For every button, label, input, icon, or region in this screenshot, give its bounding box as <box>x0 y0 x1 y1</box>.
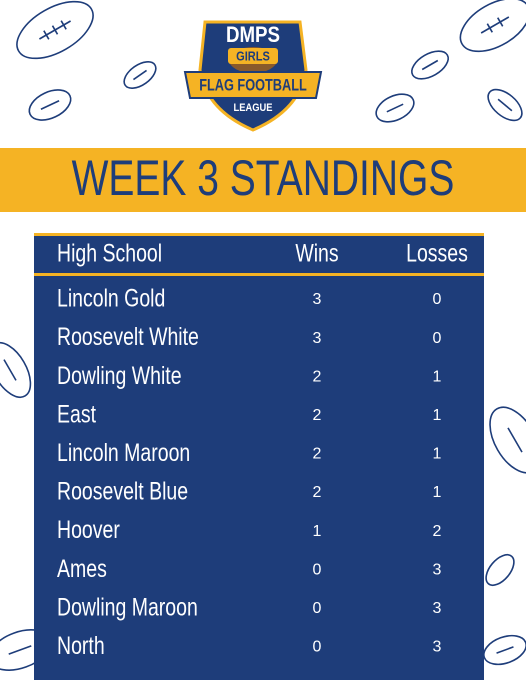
losses-cell: 0 <box>433 330 442 347</box>
logo-dmps: DMPS <box>226 23 280 47</box>
losses-cell: 1 <box>433 484 442 501</box>
logo-league: LEAGUE <box>234 102 273 114</box>
losses-cell: 3 <box>433 600 442 617</box>
logo-flag-football: FLAG FOOTBALL <box>199 76 307 95</box>
school-name: Dowling Maroon <box>57 593 198 621</box>
losses-cell: 3 <box>433 639 442 656</box>
school-name: Ames <box>57 555 107 583</box>
losses-cell: 1 <box>433 368 442 385</box>
logo-girls: GIRLS <box>236 49 270 64</box>
wins-cell: 3 <box>313 330 322 347</box>
title-band <box>0 148 526 212</box>
wins-cell: 0 <box>313 561 322 578</box>
wins-cell: 2 <box>313 446 322 463</box>
column-header: Wins <box>295 239 338 267</box>
logo-girls-box <box>228 48 278 64</box>
table-top-border <box>34 233 484 236</box>
header-divider <box>34 273 484 276</box>
school-name: Lincoln Maroon <box>57 439 190 467</box>
school-name: Lincoln Gold <box>57 284 165 312</box>
logo-banner <box>183 71 323 99</box>
wins-cell: 3 <box>313 291 322 308</box>
column-header: Losses <box>406 239 468 267</box>
school-name: Hoover <box>57 516 120 544</box>
losses-cell: 3 <box>433 561 442 578</box>
table-background <box>34 233 484 680</box>
losses-cell: 0 <box>433 291 442 308</box>
school-name: Roosevelt Blue <box>57 477 188 505</box>
school-name: East <box>57 400 97 428</box>
school-name: Dowling White <box>57 362 182 390</box>
wins-cell: 0 <box>313 600 322 617</box>
wins-cell: 2 <box>313 368 322 385</box>
losses-cell: 2 <box>433 523 442 540</box>
losses-cell: 1 <box>433 407 442 424</box>
losses-cell: 1 <box>433 446 442 463</box>
wins-cell: 0 <box>313 639 322 656</box>
logo <box>183 20 323 132</box>
column-header: High School <box>57 239 162 267</box>
wins-cell: 2 <box>313 407 322 424</box>
wins-cell: 2 <box>313 484 322 501</box>
page-title: WEEK 3 STANDINGS <box>72 149 455 206</box>
school-name: Roosevelt White <box>57 323 199 351</box>
school-name: North <box>57 632 105 660</box>
wins-cell: 1 <box>313 523 322 540</box>
